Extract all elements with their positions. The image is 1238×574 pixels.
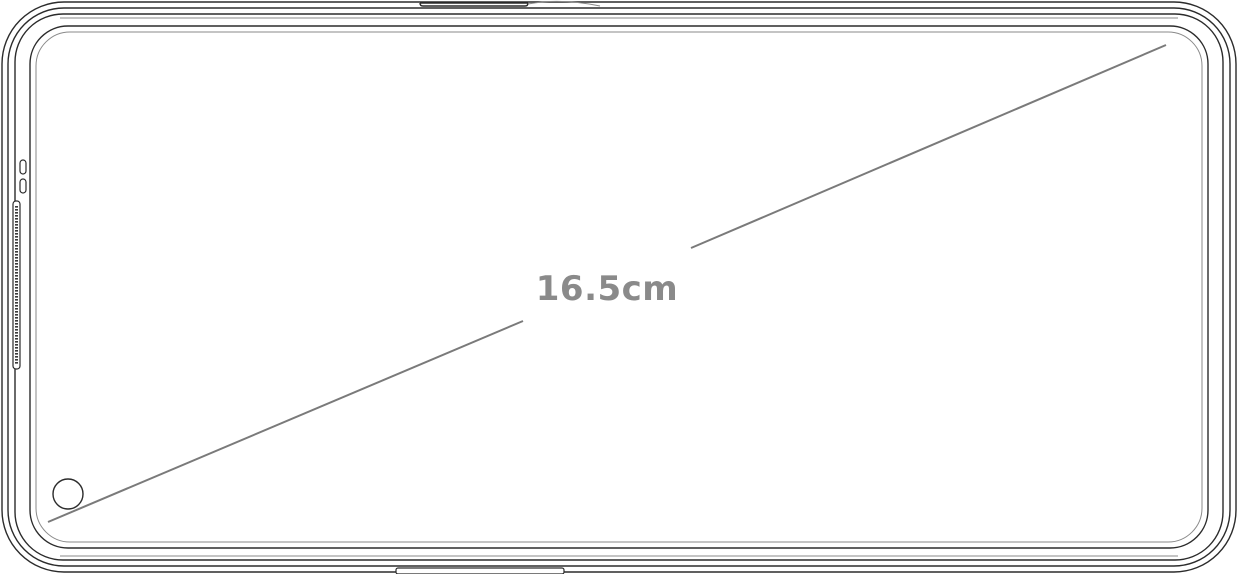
display-area: [35, 31, 1203, 543]
diagonal-size-label: 16.5cm: [535, 269, 679, 309]
phone-outer-frame-inner-edge: [7, 7, 1231, 567]
diagonal-line-upper: [690, 44, 1167, 249]
top-edge-button: [419, 2, 529, 7]
side-button-upper: [19, 159, 27, 175]
diagonal-line-lower: [47, 320, 524, 523]
top-edge-bump: [527, 0, 601, 7]
bottom-edge-port: [395, 567, 565, 574]
screen-bezel: [29, 25, 1209, 549]
front-camera-hole: [52, 478, 84, 510]
side-button-lower: [19, 178, 27, 194]
